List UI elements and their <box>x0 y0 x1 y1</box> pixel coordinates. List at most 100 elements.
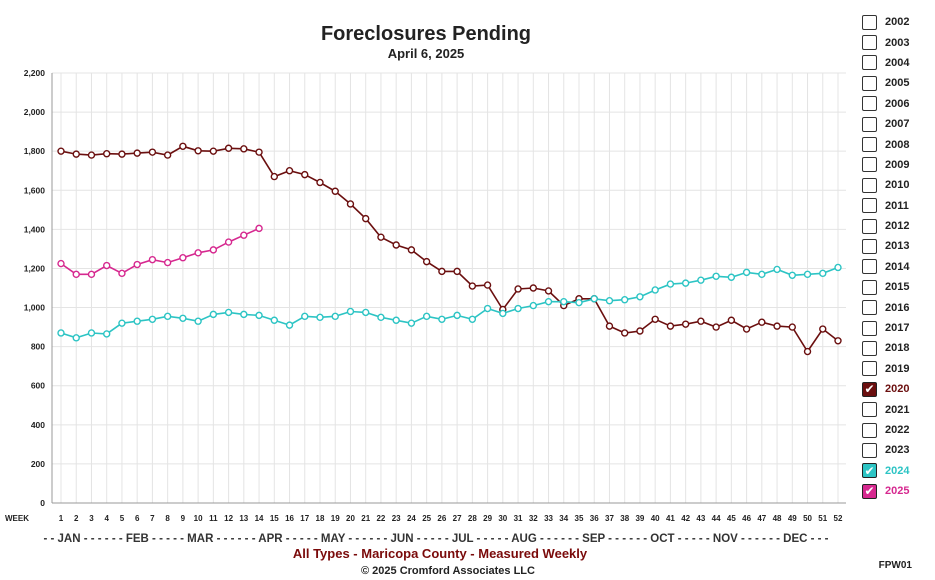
point-2024 <box>621 296 629 304</box>
point-2020 <box>758 318 766 326</box>
point-2024 <box>605 297 614 305</box>
x-tick-label: 42 <box>681 514 690 523</box>
legend-item-2010[interactable]: 2010 <box>862 175 932 195</box>
legend-item-2013[interactable]: 2013 <box>862 236 932 256</box>
legend-item-2009[interactable]: 2009 <box>862 155 932 175</box>
legend-item-2011[interactable]: 2011 <box>862 196 932 216</box>
point-2024 <box>758 270 766 279</box>
legend-checkbox[interactable] <box>862 157 877 173</box>
point-2025 <box>148 255 157 264</box>
point-2025 <box>179 254 187 262</box>
legend-checkbox[interactable] <box>862 55 877 71</box>
point-2020 <box>72 150 80 158</box>
legend-checkbox[interactable] <box>862 96 877 112</box>
month-axis-labels: - - JAN - - - - - - FEB - - - - - MAR - … <box>43 533 828 545</box>
legend-label: 2018 <box>885 342 910 355</box>
point-2025 <box>224 238 233 246</box>
legend-label: 2013 <box>885 240 910 253</box>
point-2020 <box>697 317 705 325</box>
y-tick-label: 2,000 <box>24 107 46 117</box>
legend-checkbox[interactable] <box>862 279 877 295</box>
legend-checkbox[interactable] <box>862 442 877 458</box>
legend-item-2022[interactable]: 2022 <box>862 420 932 440</box>
x-tick-label: 43 <box>696 514 705 523</box>
legend-checkbox[interactable] <box>862 402 877 418</box>
legend-checkbox[interactable] <box>862 116 877 132</box>
legend-label: 2025 <box>885 485 910 498</box>
x-tick-label: 34 <box>559 514 568 523</box>
legend-checkbox[interactable] <box>862 177 877 193</box>
point-2024 <box>819 269 827 278</box>
x-tick-label: 14 <box>255 514 264 523</box>
legend-checkbox[interactable] <box>862 218 877 234</box>
legend-label: 2004 <box>885 56 910 69</box>
point-2024 <box>362 308 370 317</box>
legend-item-2008[interactable]: 2008 <box>862 134 932 154</box>
point-2024 <box>712 272 720 280</box>
legend-checkbox[interactable] <box>862 340 877 356</box>
x-tick-label: 9 <box>181 514 186 523</box>
x-tick-label: 5 <box>120 514 125 523</box>
legend-checkbox[interactable] <box>862 238 877 254</box>
legend-label: 2009 <box>885 158 910 171</box>
point-2025 <box>57 259 65 268</box>
legend-item-2023[interactable]: 2023 <box>862 440 932 460</box>
x-tick-label: 1 <box>59 514 64 523</box>
point-2020 <box>468 282 477 290</box>
legend-checkbox[interactable] <box>862 35 877 51</box>
legend-checkbox[interactable]: ✔ <box>862 381 877 397</box>
x-tick-label: 24 <box>407 514 416 523</box>
point-2024 <box>483 304 492 313</box>
x-tick-label: 49 <box>788 514 797 523</box>
legend-item-2005[interactable]: 2005 <box>862 73 932 93</box>
point-2020 <box>651 315 659 323</box>
point-2024 <box>666 280 675 288</box>
legend-label: 2022 <box>885 424 910 436</box>
legend-item-2021[interactable]: 2021 <box>862 399 932 419</box>
legend-item-2018[interactable]: 2018 <box>862 338 932 358</box>
point-2024 <box>377 313 385 322</box>
legend-checkbox[interactable] <box>862 300 877 316</box>
legend-item-2025[interactable]: ✔ 2025 <box>862 481 932 501</box>
point-2020 <box>544 287 553 295</box>
legend-checkbox[interactable] <box>862 137 877 153</box>
point-2020 <box>103 150 111 158</box>
legend-checkbox[interactable]: ✔ <box>862 463 877 479</box>
point-2024 <box>438 315 446 323</box>
point-2024 <box>834 263 842 272</box>
legend-item-2017[interactable]: 2017 <box>862 318 932 338</box>
legend-item-2007[interactable]: 2007 <box>862 114 932 134</box>
legend-label: 2017 <box>885 322 910 335</box>
legend-item-2024[interactable]: ✔ 2024 <box>862 461 932 481</box>
legend-item-2016[interactable]: 2016 <box>862 297 932 317</box>
legend-checkbox[interactable] <box>862 75 877 91</box>
legend-item-2014[interactable]: 2014 <box>862 257 932 277</box>
legend-checkbox[interactable] <box>862 14 877 30</box>
legend-checkbox[interactable] <box>862 259 877 275</box>
legend-label: 2016 <box>885 301 910 314</box>
legend-label: 2007 <box>885 118 910 131</box>
legend-checkbox[interactable]: ✔ <box>862 483 877 499</box>
legend-item-2003[interactable]: 2003 <box>862 32 932 52</box>
point-2020 <box>483 281 492 289</box>
x-tick-label: 47 <box>757 514 766 523</box>
point-2020 <box>194 147 202 155</box>
legend-checkbox[interactable] <box>862 320 877 336</box>
legend-checkbox[interactable] <box>862 198 877 214</box>
legend-item-2002[interactable]: 2002 <box>862 12 932 32</box>
point-2024 <box>285 321 294 329</box>
legend-label: 2005 <box>885 77 910 90</box>
legend-checkbox[interactable] <box>862 361 877 377</box>
legend-item-2020[interactable]: ✔ 2020 <box>862 379 932 399</box>
legend-item-2019[interactable]: 2019 <box>862 359 932 379</box>
point-2024 <box>727 273 736 281</box>
legend-item-2006[interactable]: 2006 <box>862 94 932 114</box>
legend-item-2012[interactable]: 2012 <box>862 216 932 236</box>
point-2024 <box>316 313 324 322</box>
legend-item-2004[interactable]: 2004 <box>862 53 932 73</box>
x-tick-label: 15 <box>270 514 279 523</box>
legend-label: 2002 <box>885 16 910 29</box>
legend-item-2015[interactable]: 2015 <box>862 277 932 297</box>
legend-checkbox[interactable] <box>862 422 877 438</box>
x-tick-label: 18 <box>316 514 325 523</box>
